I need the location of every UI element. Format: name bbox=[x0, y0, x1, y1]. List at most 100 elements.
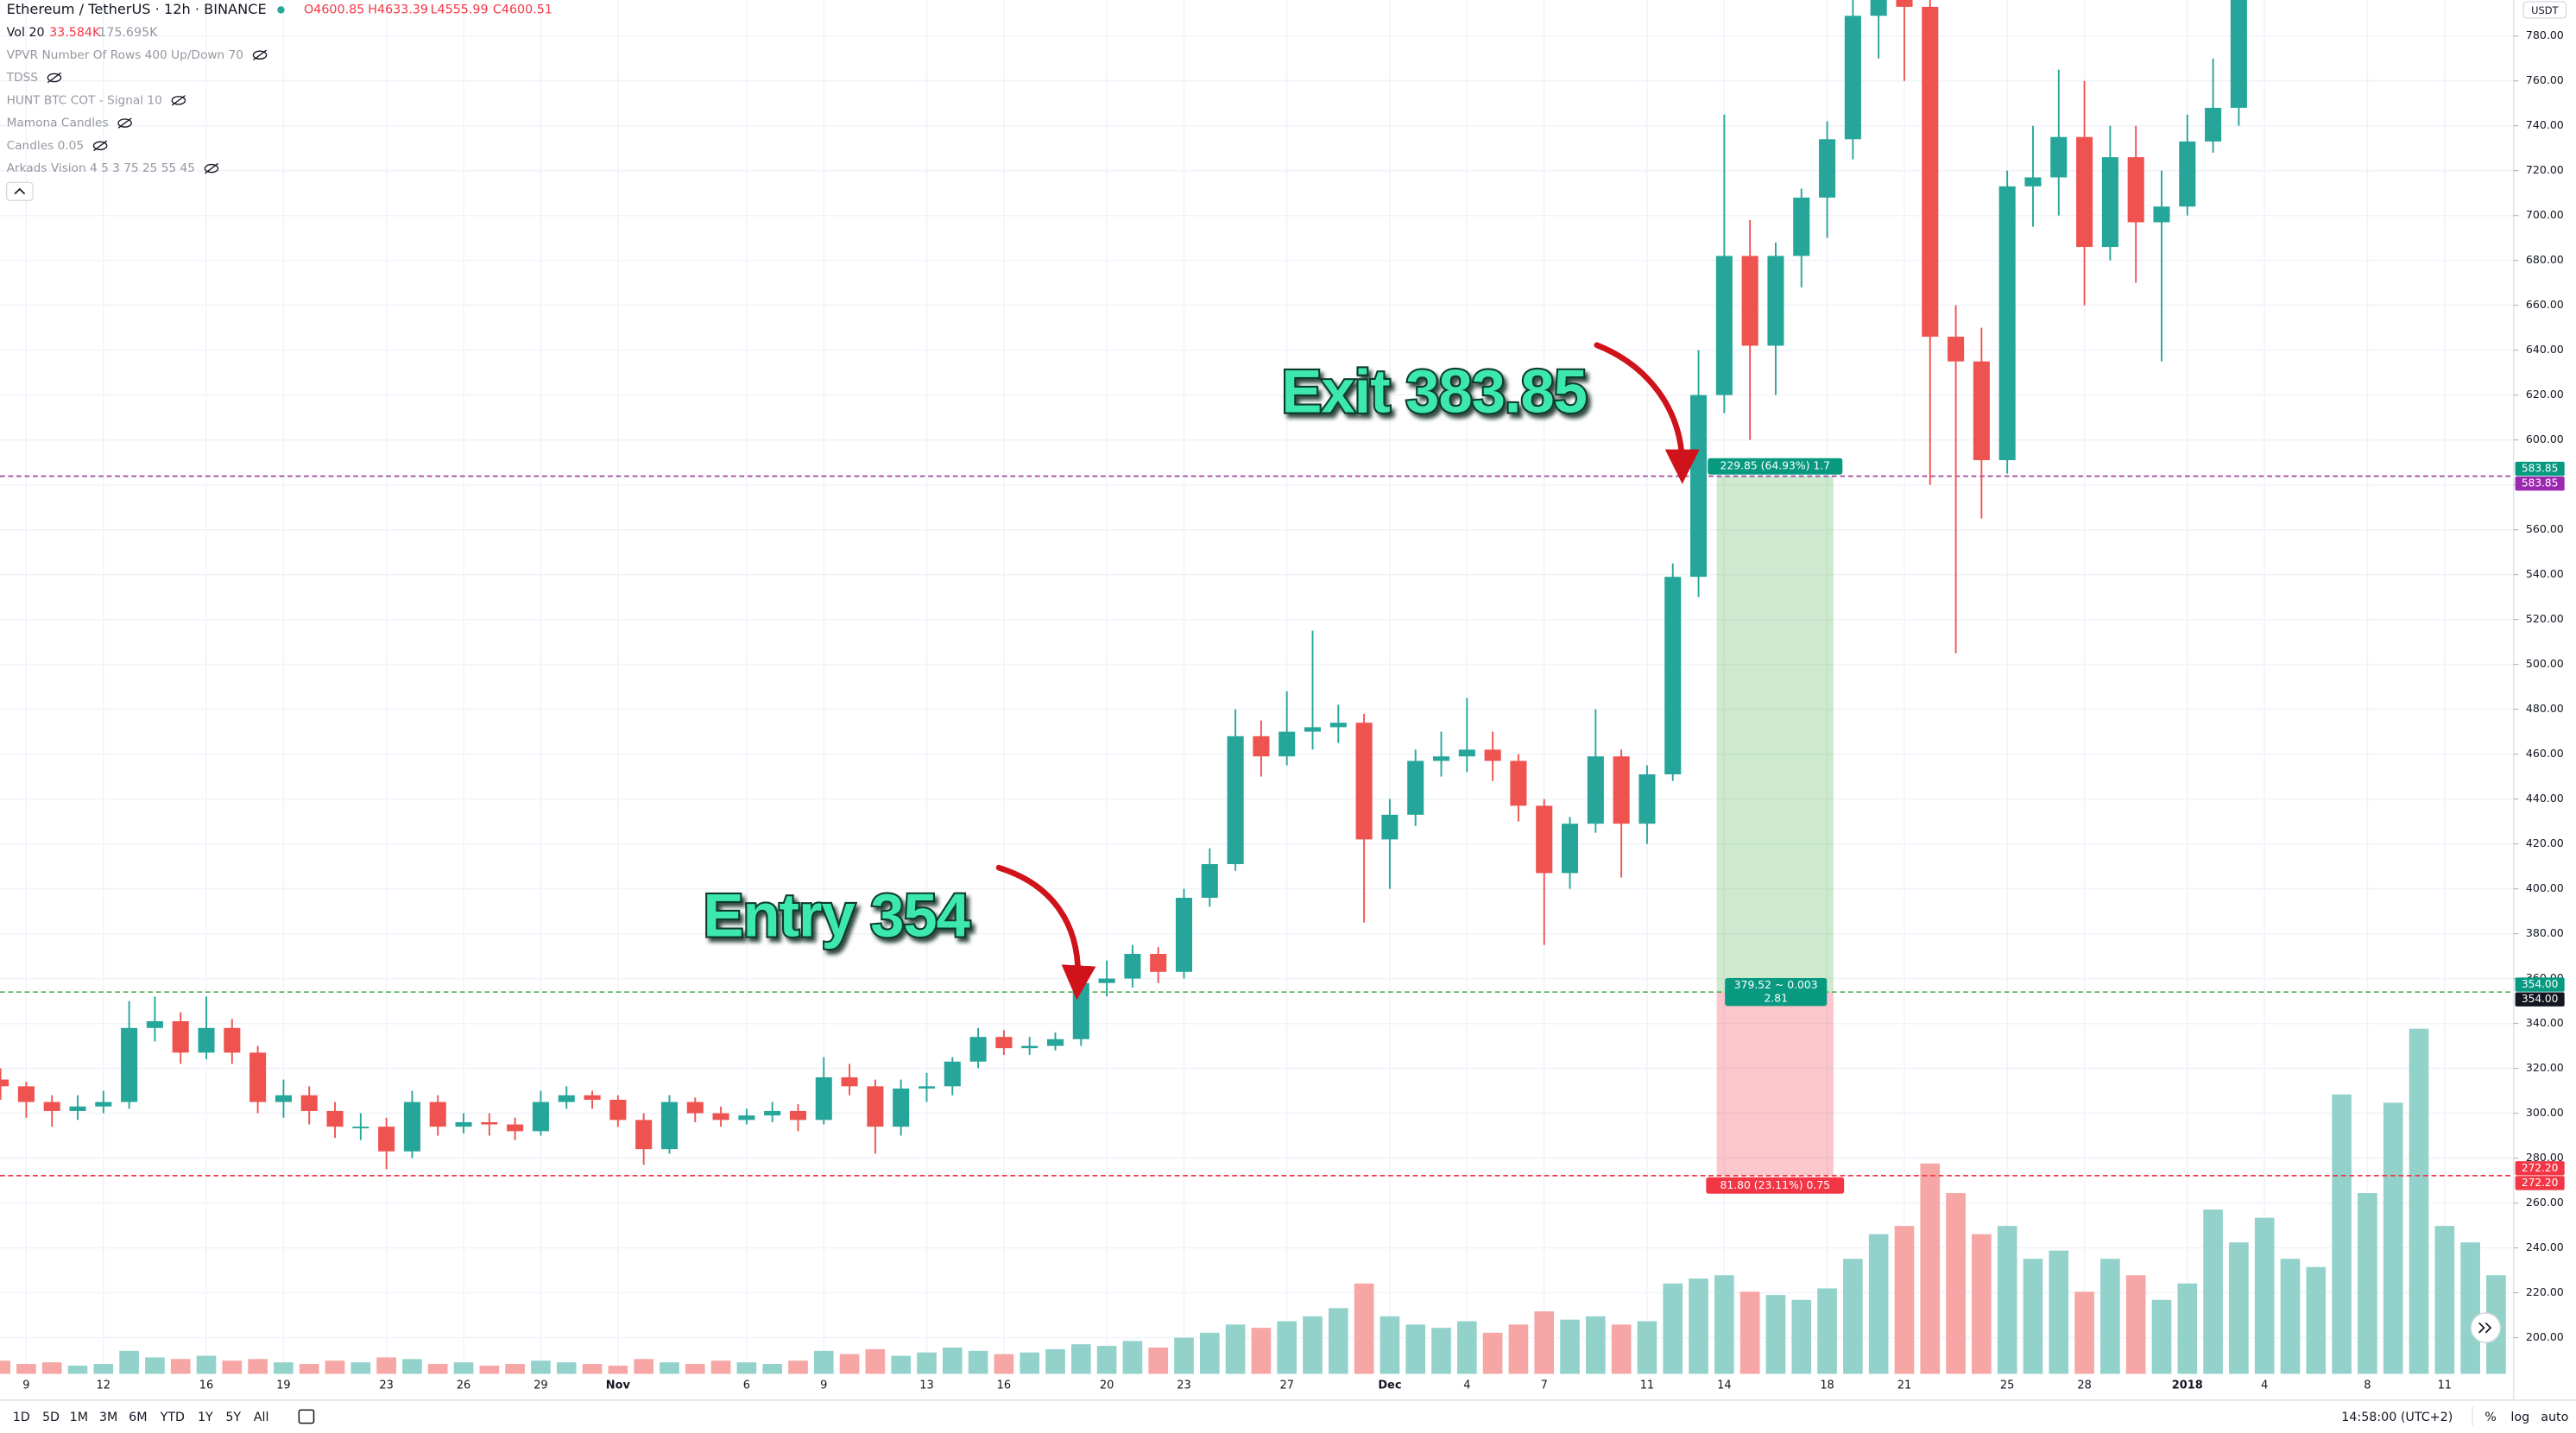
scale-option[interactable]: auto bbox=[2541, 1411, 2568, 1424]
visibility-icon[interactable] bbox=[92, 141, 108, 151]
candle-body bbox=[1253, 735, 1270, 757]
candle-body bbox=[1819, 139, 1836, 198]
volume-bar bbox=[1354, 1283, 1374, 1374]
volume-bar bbox=[2177, 1283, 2198, 1374]
candle-body bbox=[789, 1110, 807, 1121]
y-tick-label: 520.00 bbox=[2526, 612, 2564, 625]
volume-bar bbox=[427, 1364, 448, 1374]
candle-body bbox=[1124, 953, 1141, 979]
volume-bar bbox=[1199, 1332, 1220, 1374]
candle-body bbox=[584, 1095, 601, 1100]
candle-body bbox=[1458, 749, 1475, 757]
candle-body bbox=[121, 1027, 138, 1102]
volume-bar bbox=[582, 1364, 603, 1374]
currency-box[interactable] bbox=[2522, 1, 2567, 19]
scroll-icon bbox=[2478, 1322, 2492, 1334]
candle-body bbox=[2101, 157, 2118, 248]
volume-bar bbox=[813, 1350, 834, 1374]
volume-bar bbox=[1045, 1348, 1065, 1374]
candle-body bbox=[1381, 814, 1398, 840]
volume-bar bbox=[1843, 1259, 1863, 1374]
candle-body bbox=[1175, 897, 1193, 972]
range-button[interactable]: 1M bbox=[70, 1411, 88, 1424]
range-button[interactable]: 1Y bbox=[198, 1411, 213, 1424]
visibility-icon[interactable] bbox=[204, 163, 219, 174]
candle-body bbox=[686, 1102, 704, 1114]
candle-body bbox=[2076, 136, 2093, 248]
volume-bar bbox=[248, 1359, 268, 1374]
scale-option[interactable]: log bbox=[2510, 1411, 2529, 1424]
volume-bar bbox=[1611, 1324, 1632, 1374]
candle-body bbox=[2205, 107, 2222, 142]
volume-bar bbox=[1225, 1324, 1246, 1374]
y-tick-label: 540.00 bbox=[2526, 567, 2564, 580]
volume-bar bbox=[1534, 1311, 1555, 1374]
y-tick-label: 680.00 bbox=[2526, 253, 2564, 266]
volume-bar bbox=[531, 1360, 551, 1374]
visibility-icon[interactable] bbox=[117, 118, 132, 128]
x-tick-label: 23 bbox=[1177, 1379, 1190, 1392]
range-button[interactable]: 1D bbox=[13, 1411, 30, 1424]
x-tick-label: Dec bbox=[1378, 1379, 1401, 1392]
volume-bar bbox=[1637, 1321, 1657, 1374]
candle-body bbox=[1279, 731, 1296, 757]
volume-bar bbox=[1174, 1337, 1194, 1374]
volume-bar bbox=[1946, 1193, 1966, 1374]
y-tick-label: 460.00 bbox=[2526, 747, 2564, 760]
candle-body bbox=[275, 1095, 292, 1102]
x-tick-label: 14 bbox=[1717, 1379, 1731, 1392]
x-tick-label: 4 bbox=[2261, 1379, 2268, 1392]
volume-bar bbox=[2358, 1193, 2377, 1374]
volume-bar bbox=[376, 1357, 396, 1374]
volume-bar bbox=[1894, 1226, 1915, 1374]
visibility-icon[interactable] bbox=[252, 50, 268, 60]
volume-bar bbox=[16, 1364, 36, 1374]
visibility-icon[interactable] bbox=[47, 73, 62, 83]
range-button[interactable]: 5D bbox=[42, 1411, 60, 1424]
y-tick-label: 480.00 bbox=[2526, 702, 2564, 715]
scale-option[interactable]: % bbox=[2484, 1411, 2497, 1424]
legend: Ethereum / TetherUS · 12h · BINANCE O460… bbox=[6, 1, 552, 201]
candle-body bbox=[1715, 256, 1733, 395]
volume-bar bbox=[1663, 1283, 1683, 1374]
x-tick-label: 9 bbox=[820, 1379, 827, 1392]
candle-body bbox=[1664, 577, 1682, 775]
candle-body bbox=[2024, 177, 2042, 186]
x-tick-label: 16 bbox=[997, 1379, 1011, 1392]
range-button[interactable]: All bbox=[254, 1411, 269, 1424]
visibility-icon[interactable] bbox=[171, 96, 186, 105]
exit-arrow bbox=[1594, 342, 1700, 484]
range-button[interactable]: YTD bbox=[160, 1411, 185, 1424]
volume-bar bbox=[2409, 1028, 2429, 1374]
volume-bar bbox=[891, 1355, 912, 1374]
volume-bar bbox=[917, 1352, 937, 1374]
candle-body bbox=[712, 1113, 729, 1121]
volume-bar bbox=[710, 1360, 731, 1374]
range-button[interactable]: 5Y bbox=[225, 1411, 241, 1424]
candle-body bbox=[2230, 0, 2247, 108]
date-range-icon[interactable] bbox=[298, 1409, 315, 1424]
volume-bar bbox=[1560, 1319, 1580, 1374]
indicator-label: Mamona Candles bbox=[7, 117, 109, 130]
candle-body bbox=[300, 1095, 318, 1111]
volume-bar bbox=[505, 1364, 525, 1374]
candle-body bbox=[1767, 256, 1784, 346]
x-tick-label: 13 bbox=[919, 1379, 933, 1392]
entry-arrow bbox=[995, 864, 1096, 1001]
range-button[interactable]: 6M bbox=[129, 1411, 147, 1424]
indicator-label: VPVR Number Of Rows 400 Up/Down 70 bbox=[7, 48, 243, 62]
price-tag-label: 354.00 bbox=[2522, 993, 2559, 1005]
collapse-button[interactable] bbox=[6, 181, 34, 201]
volume-bar bbox=[1972, 1234, 1992, 1374]
timezone[interactable]: 14:58:00 (UTC+2) bbox=[2341, 1411, 2453, 1424]
volume-value: 33.584K bbox=[49, 26, 101, 40]
volume-bar bbox=[2100, 1259, 2120, 1374]
range-button[interactable]: 3M bbox=[99, 1411, 117, 1424]
scroll-button[interactable] bbox=[2470, 1312, 2502, 1343]
candle-body bbox=[326, 1110, 344, 1127]
x-tick-label: 11 bbox=[2438, 1379, 2452, 1392]
indicator-label: Candles 0.05 bbox=[7, 139, 84, 153]
candle-body bbox=[1613, 756, 1630, 824]
volume-bar bbox=[2434, 1226, 2455, 1374]
volume-bar bbox=[2229, 1242, 2249, 1374]
